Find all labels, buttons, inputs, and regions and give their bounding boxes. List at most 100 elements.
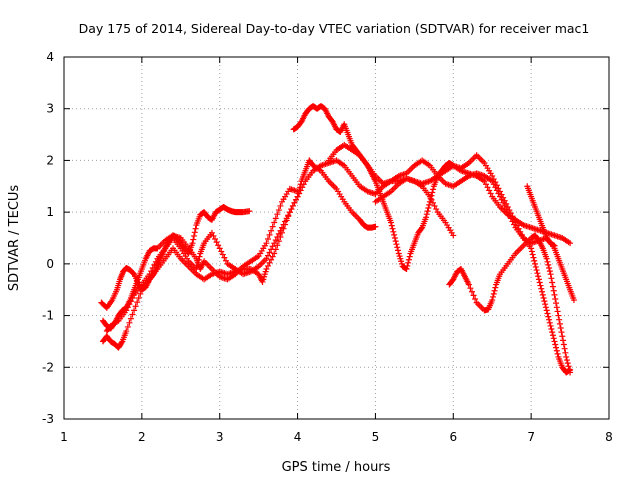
data-point (275, 207, 282, 214)
data-point (563, 353, 570, 360)
data-point (289, 202, 296, 209)
data-point (544, 258, 551, 265)
data-point (271, 250, 278, 257)
x-tick-label: 8 (605, 430, 613, 444)
data-point (560, 341, 567, 348)
data-point (268, 227, 275, 234)
data-point (269, 253, 276, 260)
data-point (512, 219, 519, 226)
data-point (550, 335, 557, 342)
data-point (518, 231, 525, 238)
data-point (486, 187, 493, 194)
data-point (388, 222, 395, 229)
data-point (539, 288, 546, 295)
data-point (264, 236, 271, 243)
data-point (426, 198, 433, 205)
data-point (266, 231, 273, 238)
data-point (481, 178, 488, 185)
data-point (536, 279, 543, 286)
data-point (135, 294, 142, 301)
data-point (395, 247, 402, 254)
data-point (555, 312, 562, 319)
data-point (127, 298, 134, 305)
data-point (550, 287, 557, 294)
data-point (534, 270, 541, 277)
data-point (498, 191, 505, 198)
data-point (430, 186, 437, 193)
data-point (433, 206, 440, 213)
data-point (123, 328, 130, 335)
data-point (294, 193, 301, 200)
data-point (291, 199, 298, 206)
x-axis-label: GPS time / hours (282, 460, 391, 475)
data-point (215, 242, 222, 249)
data-point (549, 329, 556, 336)
data-point (272, 215, 279, 222)
data-point (541, 298, 548, 305)
series-track-h (446, 232, 574, 376)
data-point (279, 224, 285, 231)
y-tick-label: -1 (42, 309, 54, 323)
x-tick-label: 7 (527, 430, 535, 444)
data-point (218, 248, 225, 255)
data-point (530, 254, 537, 261)
data-point (540, 294, 547, 301)
data-point (425, 205, 432, 212)
data-point (423, 211, 430, 218)
data-point (489, 172, 496, 179)
data-point (221, 254, 228, 261)
data-point (515, 225, 522, 232)
data-point (543, 307, 550, 314)
data-point (263, 255, 270, 262)
data-point (404, 262, 411, 269)
data-point (394, 244, 401, 251)
data-point (268, 256, 275, 263)
data-point (277, 202, 284, 209)
data-point (213, 239, 220, 246)
data-point (277, 227, 284, 234)
y-tick-label: 2 (46, 153, 54, 167)
data-point (546, 319, 553, 326)
data-point (293, 196, 300, 203)
data-point (566, 366, 573, 373)
data-point (129, 311, 136, 318)
data-point (535, 276, 542, 283)
data-point (246, 208, 253, 215)
data-point (271, 219, 278, 226)
data-point (504, 203, 511, 210)
data-point (430, 199, 437, 206)
data-point (549, 279, 556, 286)
data-point (222, 257, 229, 264)
data-point (275, 238, 282, 245)
data-point (564, 360, 571, 367)
data-point (465, 281, 472, 288)
data-point (195, 256, 202, 263)
data-point (131, 307, 138, 314)
data-point (570, 297, 577, 304)
data-point (517, 228, 524, 235)
data-point (491, 287, 498, 294)
data-point (532, 263, 539, 270)
data-point (553, 300, 560, 307)
data-point (546, 264, 553, 271)
data-point (264, 252, 271, 259)
data-point (482, 181, 489, 188)
data-point (531, 257, 538, 264)
data-point (391, 235, 398, 241)
data-point (558, 329, 565, 336)
data-point (546, 316, 553, 323)
data-point (548, 326, 555, 333)
data-point (269, 223, 276, 230)
data-point (137, 290, 144, 297)
data-point (528, 248, 535, 255)
data-point (497, 188, 503, 195)
data-point (528, 245, 535, 252)
data-point (544, 310, 551, 317)
data-point (542, 301, 549, 308)
data-point (552, 341, 559, 348)
data-point (194, 262, 201, 269)
data-point (551, 242, 558, 249)
data-point (489, 297, 496, 304)
data-point (549, 283, 556, 290)
data-point (552, 296, 559, 303)
